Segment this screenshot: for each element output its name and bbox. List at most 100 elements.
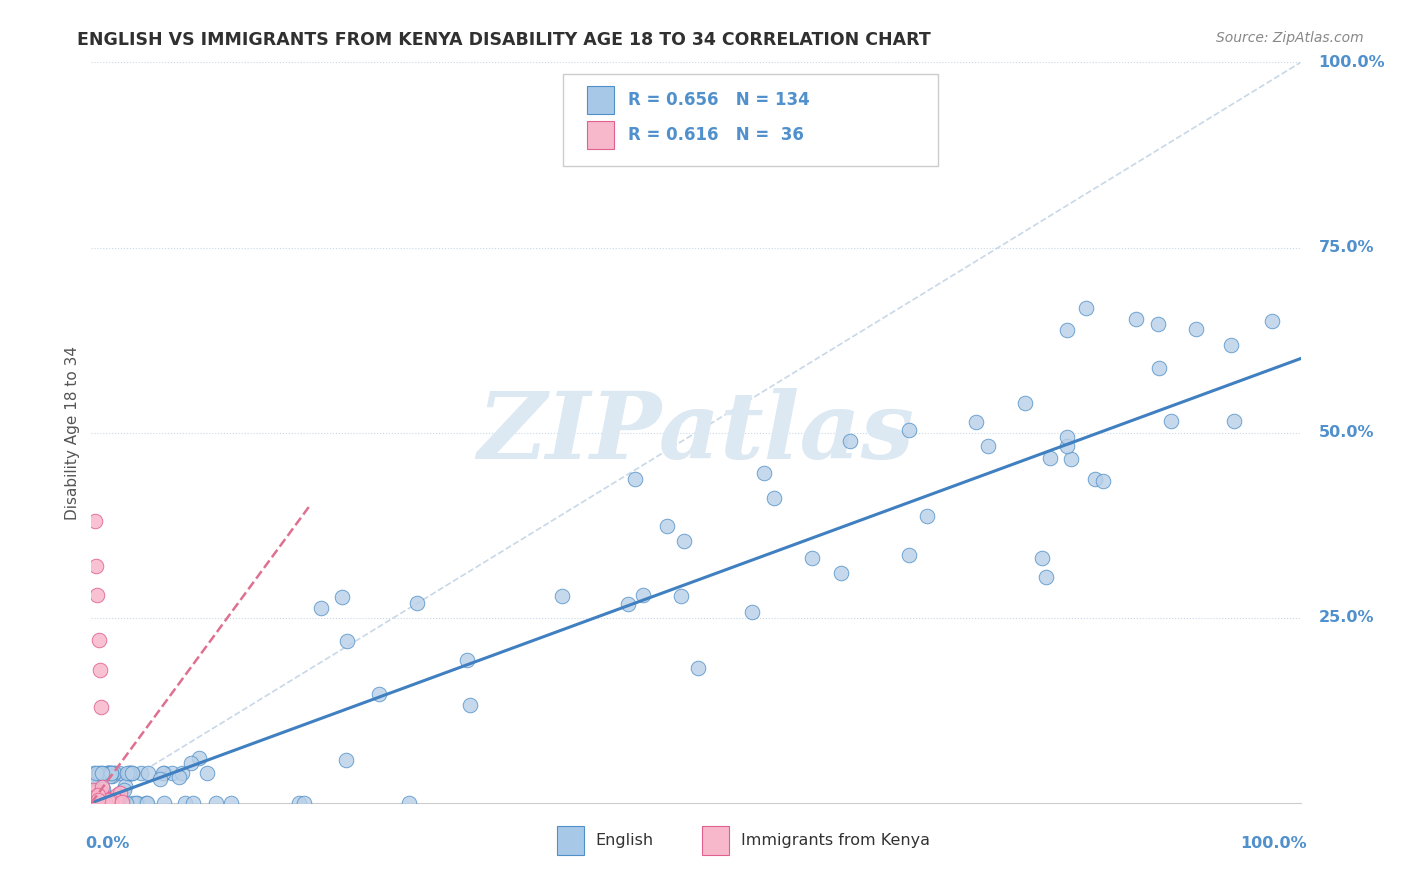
Point bbox=[977, 439, 1000, 453]
Point bbox=[98, 769, 121, 783]
Point bbox=[84, 783, 107, 797]
Point bbox=[669, 589, 692, 603]
Bar bbox=[702, 827, 728, 855]
Point bbox=[93, 796, 115, 810]
Point bbox=[1056, 430, 1078, 444]
Point bbox=[138, 766, 160, 780]
Point bbox=[135, 796, 157, 810]
Point bbox=[82, 783, 104, 797]
Point bbox=[367, 687, 389, 701]
Point bbox=[617, 597, 640, 611]
Point bbox=[181, 796, 204, 810]
Point bbox=[87, 796, 110, 810]
Point bbox=[167, 771, 190, 785]
Point bbox=[1185, 321, 1208, 335]
Point bbox=[762, 491, 785, 506]
Point bbox=[1031, 550, 1053, 565]
Point bbox=[136, 796, 159, 810]
Point bbox=[80, 793, 103, 807]
Point bbox=[86, 793, 108, 807]
Text: R = 0.656   N = 134: R = 0.656 N = 134 bbox=[628, 91, 810, 109]
Point bbox=[1056, 323, 1078, 337]
Point bbox=[458, 698, 481, 713]
Text: ZIPatlas: ZIPatlas bbox=[478, 388, 914, 477]
Point bbox=[97, 766, 120, 780]
Point bbox=[84, 795, 107, 809]
Point bbox=[129, 766, 152, 780]
Point bbox=[162, 766, 184, 780]
Point bbox=[90, 780, 112, 795]
Text: R = 0.616   N =  36: R = 0.616 N = 36 bbox=[628, 126, 804, 144]
Point bbox=[124, 796, 146, 810]
Point bbox=[84, 515, 107, 529]
Point bbox=[84, 766, 107, 780]
Point bbox=[83, 791, 105, 805]
Point bbox=[688, 661, 710, 675]
Point bbox=[1084, 472, 1107, 486]
Point bbox=[187, 751, 209, 765]
Point bbox=[672, 533, 695, 548]
Point bbox=[623, 473, 645, 487]
Point bbox=[86, 589, 108, 603]
Point bbox=[98, 796, 121, 810]
Point bbox=[96, 792, 118, 806]
Point bbox=[1160, 414, 1182, 428]
Point bbox=[839, 434, 862, 448]
Point bbox=[83, 791, 105, 805]
Point bbox=[405, 596, 427, 610]
Point bbox=[107, 788, 129, 802]
Bar bbox=[588, 121, 614, 149]
Point bbox=[117, 766, 139, 780]
Point bbox=[309, 601, 332, 615]
Point bbox=[94, 796, 117, 810]
Point bbox=[90, 789, 112, 803]
Point bbox=[1222, 414, 1244, 428]
Point bbox=[153, 766, 176, 780]
Point bbox=[1060, 452, 1083, 467]
Point bbox=[1039, 451, 1062, 466]
Point bbox=[1125, 312, 1147, 326]
Point bbox=[83, 785, 105, 799]
Point bbox=[87, 632, 110, 647]
Point bbox=[335, 753, 357, 767]
Point bbox=[84, 796, 107, 810]
Point bbox=[1147, 361, 1170, 376]
Point bbox=[98, 796, 121, 810]
Point bbox=[551, 590, 574, 604]
Point bbox=[104, 795, 127, 809]
Point bbox=[83, 785, 105, 799]
Point bbox=[1261, 314, 1284, 328]
Bar bbox=[557, 827, 583, 855]
Point bbox=[84, 788, 107, 802]
Point bbox=[114, 796, 136, 810]
Point bbox=[90, 766, 112, 780]
Point bbox=[1035, 570, 1057, 584]
Point bbox=[103, 796, 125, 810]
Point bbox=[118, 766, 141, 780]
Point bbox=[898, 548, 921, 562]
Text: 100.0%: 100.0% bbox=[1319, 55, 1385, 70]
Point bbox=[98, 766, 121, 780]
Point bbox=[1074, 301, 1097, 315]
Point bbox=[103, 796, 125, 810]
Point bbox=[1146, 318, 1168, 332]
Point bbox=[655, 519, 678, 533]
Text: 50.0%: 50.0% bbox=[1319, 425, 1374, 440]
Point bbox=[91, 781, 114, 796]
Point bbox=[97, 793, 120, 807]
FancyBboxPatch shape bbox=[562, 73, 938, 166]
Point bbox=[104, 796, 127, 810]
Point bbox=[100, 766, 122, 780]
Point bbox=[90, 785, 112, 799]
Point bbox=[108, 766, 131, 780]
Point bbox=[105, 796, 128, 810]
Point bbox=[149, 772, 172, 786]
Point bbox=[114, 779, 136, 793]
Point bbox=[94, 796, 117, 810]
Point bbox=[94, 796, 117, 810]
Point bbox=[897, 423, 920, 437]
Point bbox=[83, 789, 105, 804]
Point bbox=[90, 796, 112, 810]
Text: Immigrants from Kenya: Immigrants from Kenya bbox=[741, 833, 929, 848]
Point bbox=[107, 790, 129, 805]
